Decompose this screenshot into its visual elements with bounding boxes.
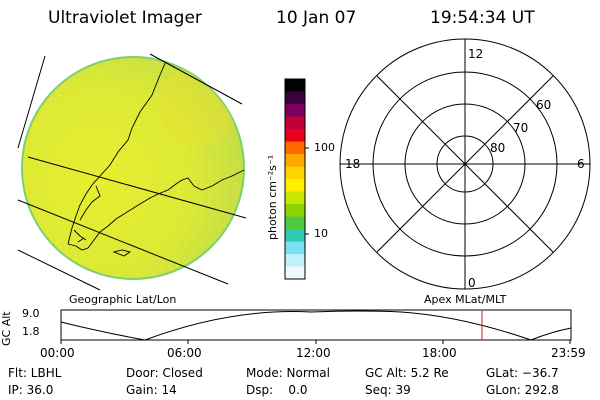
- altitude-xtick-2359: 23:59: [551, 346, 586, 360]
- colorbar-band: [285, 166, 305, 180]
- polar-label-6: 6: [577, 157, 585, 171]
- meta-seq: Seq: 39: [365, 383, 411, 397]
- app-title: Ultraviolet Imager: [48, 8, 202, 28]
- colorbar-band: [285, 154, 305, 168]
- polar-panel-label: Apex MLat/MLT: [424, 293, 507, 306]
- observation-date: 10 Jan 07: [276, 8, 357, 28]
- colorbar-band: [285, 91, 305, 105]
- altitude-ytick-9: 9.0: [22, 307, 40, 320]
- altitude-xtick-0600: 06:00: [167, 346, 202, 360]
- meta-glat: GLat: −36.7: [486, 366, 559, 380]
- altitude-xtick-0000: 00:00: [40, 346, 75, 360]
- polar-label-18: 18: [345, 157, 361, 171]
- altitude-curve: [60, 310, 572, 341]
- meta-glon: GLon: 292.8: [486, 383, 559, 397]
- colorbar-band: [285, 179, 305, 193]
- coastline: [67, 57, 244, 257]
- polar-grid-panel: [339, 38, 591, 290]
- colorbar-band: [285, 254, 305, 268]
- colorbar-band: [285, 104, 305, 118]
- polar-label-70: 70: [513, 121, 529, 135]
- geo-panel-label: Geographic Lat/Lon: [69, 293, 177, 306]
- altitude-ylabel: GC Alt: [0, 311, 13, 346]
- colorbar-unit-label: photon cm⁻²s⁻¹: [266, 154, 279, 240]
- colorbar-band: [285, 204, 305, 218]
- colorbar-band: [285, 216, 305, 230]
- colorbar-tick-label-10: 10: [314, 227, 328, 240]
- colorbar: [284, 78, 309, 280]
- polar-label-80: 80: [490, 141, 506, 155]
- colorbar-band: [285, 241, 305, 255]
- polar-label-60: 60: [536, 98, 552, 112]
- colorbar-band: [285, 116, 305, 130]
- altitude-plot: [60, 309, 572, 344]
- meta-gc-alt: GC Alt: 5.2 Re: [365, 366, 449, 380]
- colorbar-band: [285, 129, 305, 143]
- altitude-ytick-1.8: 1.8: [22, 325, 40, 338]
- colorbar-band: [285, 79, 305, 93]
- colorbar-band: [285, 266, 305, 280]
- meta-door: Door: Closed: [126, 366, 203, 380]
- meta-filter: Flt: LBHL: [8, 366, 62, 380]
- observation-time: 19:54:34 UT: [430, 8, 535, 28]
- polar-label-0: 0: [468, 276, 476, 290]
- meta-gain: Gain: 14: [126, 383, 177, 397]
- colorbar-tick-label-100: 100: [314, 141, 335, 154]
- colorbar-band: [285, 229, 305, 243]
- meta-mode: Mode: Normal: [246, 366, 330, 380]
- meta-dsp: Dsp: 0.0: [246, 383, 308, 397]
- altitude-xtick-1800: 18:00: [422, 346, 457, 360]
- geographic-image-panel: [17, 53, 247, 291]
- altitude-xtick-1200: 12:00: [296, 346, 331, 360]
- meta-ip: IP: 36.0: [8, 383, 54, 397]
- colorbar-band: [285, 191, 305, 205]
- colorbar-band: [285, 141, 305, 155]
- polar-label-12: 12: [468, 47, 484, 61]
